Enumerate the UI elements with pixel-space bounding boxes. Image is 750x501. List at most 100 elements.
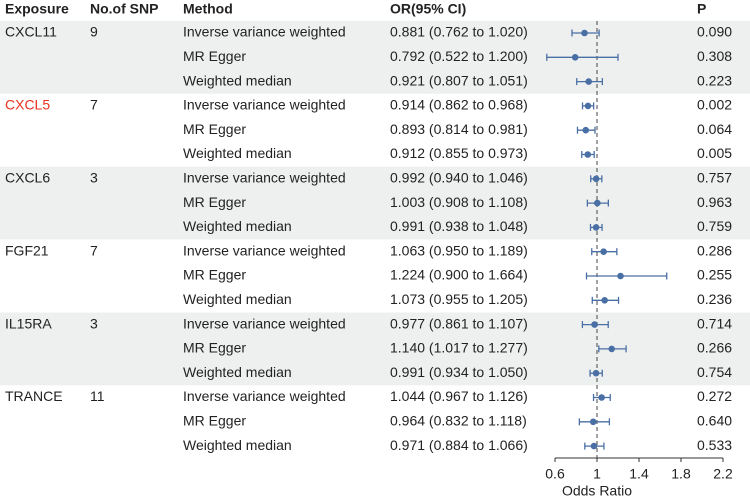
- point: [594, 199, 601, 207]
- column-header: Method: [183, 1, 233, 17]
- p-value: 0.533: [697, 437, 732, 453]
- or-label: 0.912 (0.855 to 0.973): [390, 145, 528, 161]
- or-label: 0.881 (0.762 to 1.020): [390, 24, 528, 40]
- method: Inverse variance weighted: [183, 242, 346, 258]
- method: Inverse variance weighted: [183, 97, 346, 113]
- exposure: IL15RA: [5, 315, 52, 331]
- method: Weighted median: [183, 437, 292, 453]
- method: Weighted median: [183, 364, 292, 380]
- snp-count: 7: [90, 242, 98, 258]
- method: Inverse variance weighted: [183, 24, 346, 40]
- p-value: 0.963: [697, 194, 732, 210]
- x-axis-title: Odds Ratio: [562, 483, 632, 499]
- p-value: 0.754: [697, 364, 732, 380]
- point: [600, 248, 607, 255]
- exposure: CXCL11: [5, 24, 57, 40]
- p-value: 0.064: [697, 121, 732, 137]
- method: MR Egger: [183, 267, 246, 283]
- point: [585, 78, 593, 85]
- point: [592, 369, 600, 377]
- method: MR Egger: [183, 48, 246, 64]
- column-header: Exposure: [5, 1, 69, 17]
- or-label: 0.964 (0.832 to 1.118): [390, 413, 527, 429]
- method: Weighted median: [183, 291, 292, 307]
- or-label: 1.224 (0.900 to 1.664): [390, 267, 528, 283]
- p-value: 0.640: [697, 413, 732, 429]
- p-value: 0.002: [697, 97, 732, 113]
- exposure: CXCL6: [5, 170, 50, 186]
- method: Inverse variance weighted: [183, 170, 346, 186]
- p-value: 0.757: [697, 170, 732, 186]
- point: [581, 29, 588, 37]
- point: [598, 394, 605, 401]
- point: [617, 272, 624, 280]
- or-label: 1.140 (1.017 to 1.277): [390, 340, 528, 356]
- or-label: 0.921 (0.807 to 1.051): [390, 72, 528, 88]
- p-value: 0.714: [697, 315, 732, 331]
- p-value: 0.286: [697, 242, 732, 258]
- or-label: 1.073 (0.955 to 1.205): [390, 291, 528, 307]
- point: [608, 345, 615, 353]
- method: Inverse variance weighted: [183, 315, 346, 331]
- p-value: 0.308: [697, 48, 732, 64]
- method: MR Egger: [183, 121, 246, 137]
- column-header: OR(95% CI): [390, 1, 466, 17]
- point: [590, 442, 598, 450]
- method: MR Egger: [183, 413, 246, 429]
- x-tick-label: 1.8: [671, 466, 691, 482]
- point: [584, 102, 592, 110]
- or-label: 0.893 (0.814 to 0.981): [390, 121, 528, 137]
- exposure: TRANCE: [5, 388, 63, 404]
- method: Weighted median: [183, 218, 292, 234]
- column-header: P: [697, 1, 706, 17]
- or-label: 1.003 (0.908 to 1.108): [390, 194, 528, 210]
- snp-count: 3: [90, 315, 98, 331]
- or-label: 1.044 (0.967 to 1.126): [390, 388, 528, 404]
- point: [592, 224, 600, 231]
- point: [571, 54, 579, 61]
- or-label: 0.792 (0.522 to 1.200): [390, 48, 528, 64]
- exposure: FGF21: [5, 242, 49, 258]
- snp-count: 7: [90, 97, 98, 113]
- snp-count: 3: [90, 170, 98, 186]
- exposure: CXCL5: [5, 97, 50, 113]
- p-value: 0.090: [697, 24, 732, 40]
- method: Weighted median: [183, 145, 292, 161]
- point: [591, 321, 598, 328]
- point: [592, 175, 600, 183]
- method: MR Egger: [183, 340, 246, 356]
- p-value: 0.272: [697, 388, 732, 404]
- or-label: 0.992 (0.940 to 1.046): [390, 170, 528, 186]
- point: [589, 418, 597, 426]
- snp-count: 9: [90, 24, 98, 40]
- method: MR Egger: [183, 194, 246, 210]
- p-value: 0.223: [697, 72, 732, 88]
- x-tick-label: 2.2: [713, 466, 733, 482]
- or-label: 0.991 (0.934 to 1.050): [390, 364, 528, 380]
- row-band: [0, 166, 750, 240]
- or-label: 1.063 (0.950 to 1.189): [390, 242, 528, 258]
- x-tick-label: 1: [593, 466, 601, 482]
- p-value: 0.005: [697, 145, 732, 161]
- column-header: No.of SNP: [90, 1, 158, 17]
- p-value: 0.759: [697, 218, 732, 234]
- or-label: 0.991 (0.938 to 1.048): [390, 218, 528, 234]
- row-band: [0, 312, 750, 386]
- p-value: 0.266: [697, 340, 732, 356]
- point: [601, 297, 608, 304]
- row-band: [0, 20, 750, 94]
- x-tick-label: 0.6: [545, 466, 565, 482]
- p-value: 0.255: [697, 267, 732, 283]
- p-value: 0.236: [697, 291, 732, 307]
- method: Weighted median: [183, 72, 292, 88]
- point: [582, 126, 590, 134]
- snp-count: 11: [90, 388, 105, 404]
- or-label: 0.977 (0.861 to 1.107): [390, 315, 528, 331]
- or-label: 0.914 (0.862 to 0.968): [390, 97, 528, 113]
- x-tick-label: 1.4: [629, 466, 649, 482]
- or-label: 0.971 (0.884 to 1.066): [390, 437, 528, 453]
- method: Inverse variance weighted: [183, 388, 346, 404]
- point: [584, 151, 592, 158]
